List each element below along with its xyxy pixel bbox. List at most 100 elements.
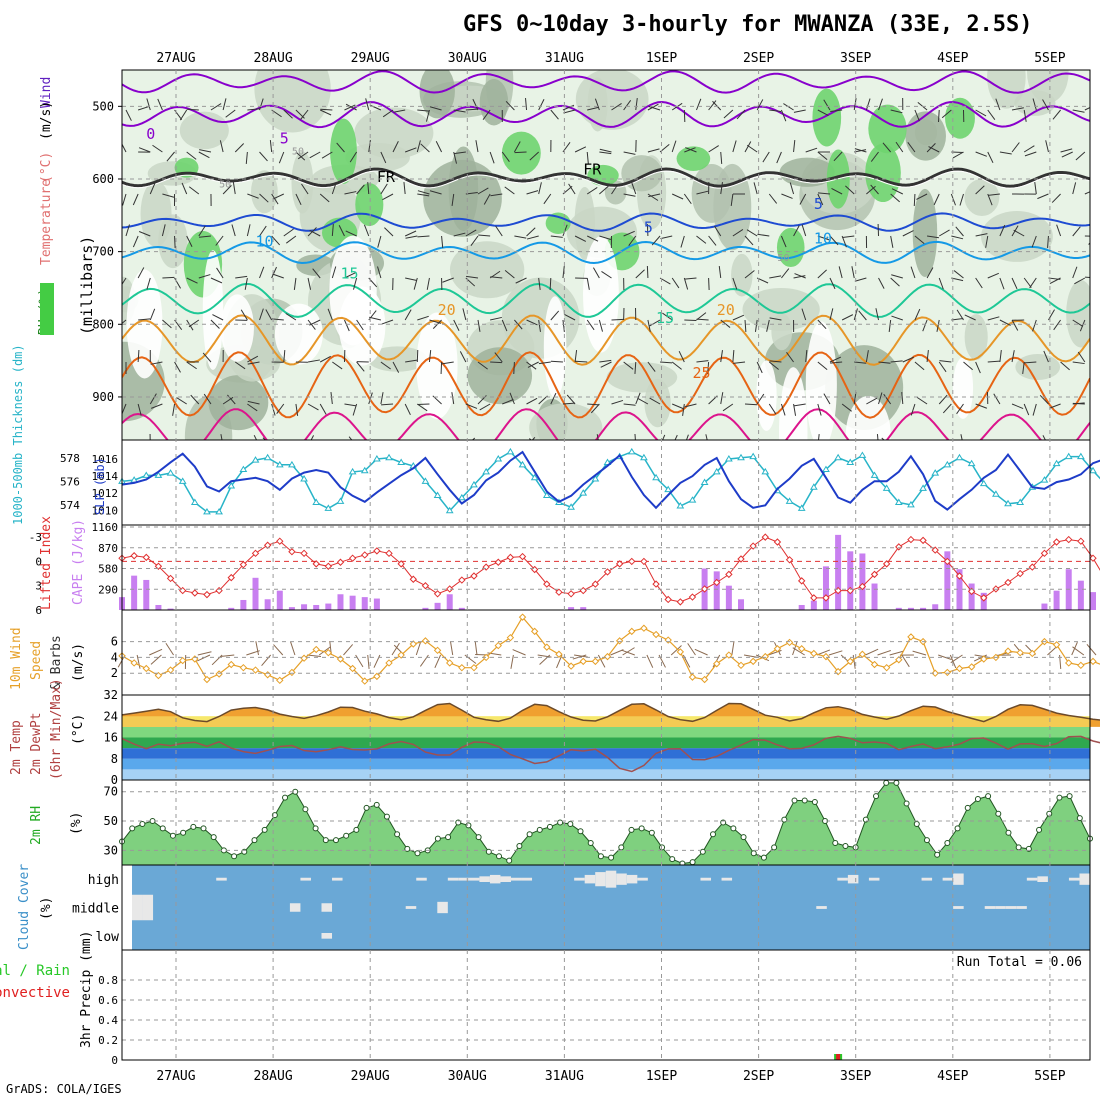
data-point [506,633,515,642]
wind-barb [854,361,867,364]
wind-barb [504,270,515,279]
wind-barb [938,361,947,373]
wind-barb [417,403,430,406]
rh-point [689,859,696,866]
data-point [1052,459,1061,467]
wind-barb [188,186,200,195]
wind-barb [247,193,259,199]
wind-barb [720,151,723,165]
data-point [385,453,393,461]
data-point [797,504,806,511]
li-tick-label: 6 [35,604,42,617]
wind-barb [345,103,357,111]
wind-barb [307,654,322,657]
data-point [191,589,199,597]
y-tick-label: 700 [92,245,114,259]
wind-barb [479,443,491,446]
wind-barb [453,151,466,155]
wind-barb [959,193,964,206]
panel-frame [121,949,1091,1061]
wind-barb [1056,224,1062,237]
wind-barb [125,109,132,121]
data-point [385,549,393,558]
y-tick-label: 800 [92,317,114,331]
wind-barb [199,149,212,153]
slp-tick-label: 1014 [92,470,119,483]
cloud-cell [321,903,333,912]
wind-barb [903,444,915,446]
rh-point [546,823,553,830]
data-point [300,474,308,482]
rh-dry-blob [779,367,808,440]
wind-barb [769,275,782,279]
data-point [482,653,490,662]
cape-label: CAPE (J/kg) [71,519,86,605]
temp-contour-minus10 [122,70,1090,94]
wind-barb [696,360,709,363]
wind-barb [150,361,163,365]
wind-barb [136,439,137,440]
wind-barb [478,234,491,237]
wind-barb [732,349,735,363]
data-point [955,572,964,580]
data-point [882,560,891,568]
wind-barb [174,361,181,373]
date-label-top: 3SEP [840,51,871,66]
y-tick-label: 500 [92,99,114,113]
wind-barb [477,361,488,370]
wind-barb [817,109,829,116]
date-label-top: 1SEP [646,51,677,66]
wind-barb [696,190,709,195]
wind-barb [344,272,356,279]
data-point [227,573,235,582]
wind-barb [202,352,212,363]
wind-barb [817,193,824,206]
wind-barb [732,314,745,321]
rh-point [801,797,808,804]
wind-barb [259,151,268,162]
wind-barb [358,446,368,452]
wind-barb [1061,151,1073,158]
cape-bar [276,590,283,610]
data-point [142,664,150,673]
wind-barb [611,183,619,195]
data-point [749,542,757,550]
wind-barb [539,654,551,665]
wind-barb [973,654,987,662]
wind-barb [746,229,758,237]
date-label-top: 30AUG [448,51,487,66]
rh-point [597,853,604,860]
slp-tick-label: 1012 [92,487,119,500]
wind-barb [356,361,365,372]
wind-barb [696,318,709,321]
freezing-line-inner [122,170,1090,189]
data-point [628,627,636,636]
wind-barb [312,268,321,279]
wind-barb [562,402,575,405]
wind-barb [817,235,830,241]
wind-barb [789,182,795,195]
wind-barb [901,392,904,405]
wind-barb [1072,182,1077,195]
data-point [446,585,454,593]
wind-barb [744,270,755,279]
cape-bar [361,597,368,610]
wind-barb [525,98,528,111]
wind-barb [985,235,989,248]
data-point [154,562,163,570]
data-point [154,671,163,680]
data-point [239,663,248,672]
cape-bar [155,604,162,610]
cloud-cell [489,874,501,884]
rh-point [434,835,441,842]
wind-barb [829,277,836,290]
wind-barb [878,361,891,364]
rh-point [954,825,961,832]
wind-barb [950,193,956,206]
data-point [312,560,320,568]
rh-point [363,804,370,811]
rh-point [628,826,635,833]
wind-barb [720,182,723,195]
wind-barb [828,650,843,656]
rh-point [302,806,309,813]
